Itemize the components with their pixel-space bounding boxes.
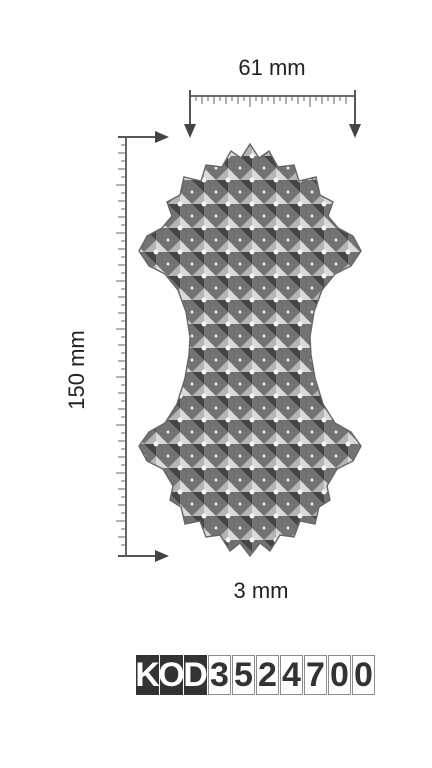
- product-code-prefix-char: D: [183, 655, 208, 695]
- product-code-number-char: 2: [256, 655, 279, 695]
- product-code: K O D 3 5 2 4 7 0 0: [135, 655, 376, 697]
- left-ruler-ticks: [116, 144, 126, 546]
- product-code-number-char: 4: [280, 655, 303, 695]
- width-label: 61 mm: [238, 55, 305, 80]
- metal-ornament: [138, 142, 362, 558]
- left-bottom-arrow-icon: [155, 550, 169, 562]
- top-left-arrow-icon: [184, 124, 196, 138]
- top-ruler-ticks: [195, 96, 347, 107]
- product-code-number-char: 0: [352, 655, 375, 695]
- height-label: 150 mm: [64, 330, 89, 409]
- product-code-number-char: 5: [232, 655, 255, 695]
- thickness-label: 3 mm: [234, 578, 289, 603]
- product-code-prefix-char: O: [158, 655, 185, 695]
- left-ruler: 150 mm: [64, 131, 169, 562]
- product-code-number-char: 3: [208, 655, 231, 695]
- product-code-prefix-char: K: [135, 655, 160, 695]
- product-code-number-char: 0: [328, 655, 351, 695]
- product-code-number-char: 7: [304, 655, 327, 695]
- top-right-arrow-icon: [349, 124, 361, 138]
- left-top-arrow-icon: [155, 131, 169, 143]
- top-ruler: 61 mm: [184, 55, 361, 138]
